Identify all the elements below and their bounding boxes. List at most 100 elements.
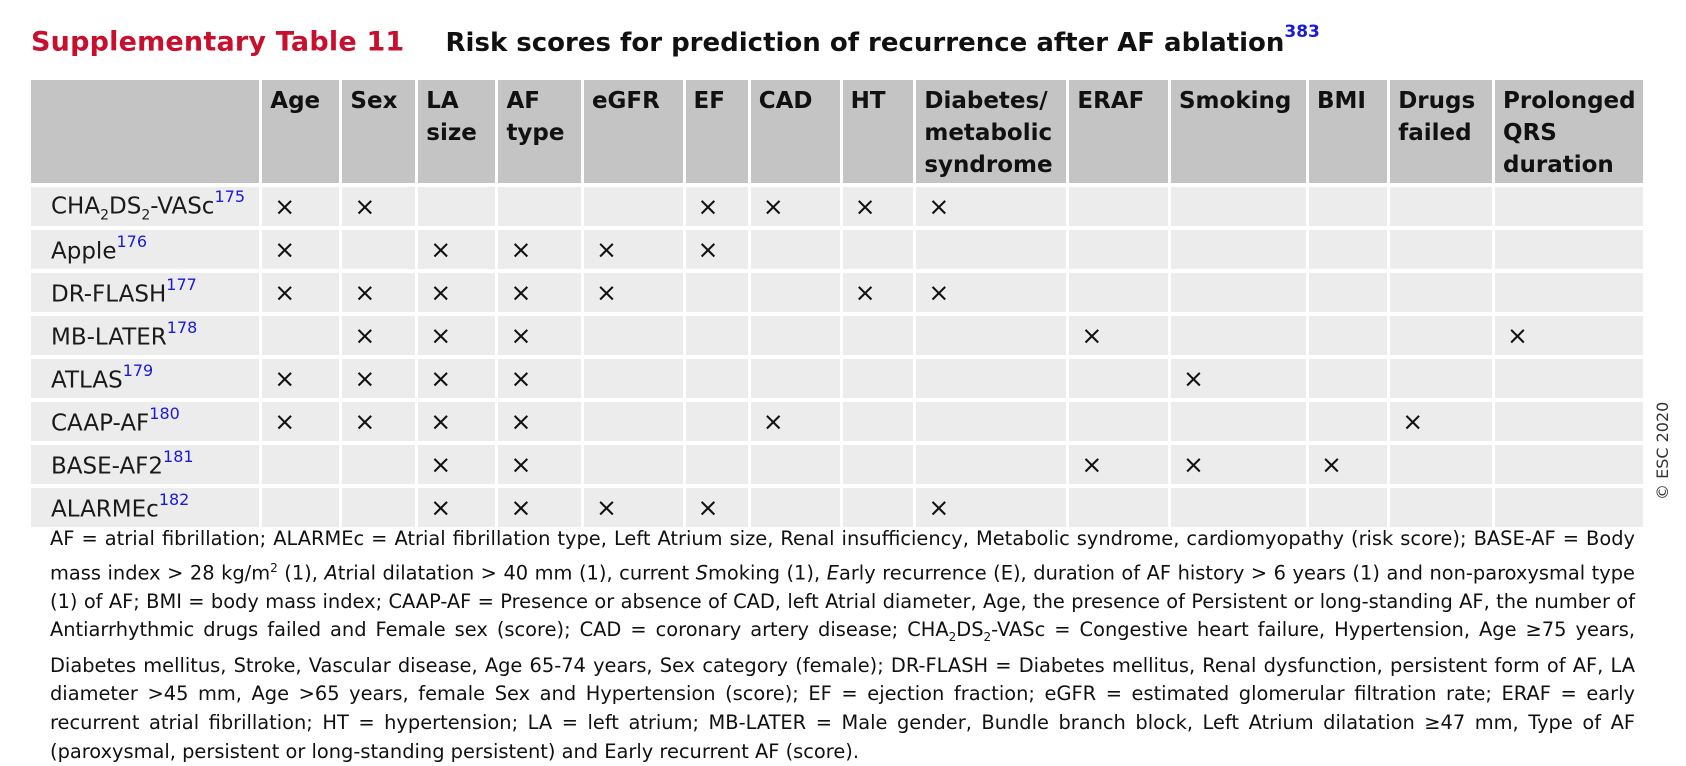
- table-cell: ×: [685, 488, 748, 527]
- table-cell: [685, 316, 748, 355]
- included-mark: ×: [510, 450, 532, 479]
- score-name-cell: Apple176: [31, 230, 260, 269]
- included-mark: ×: [510, 278, 532, 307]
- table-row: MB-LATER178 × × × × ×: [31, 316, 1643, 355]
- included-mark: ×: [928, 493, 950, 522]
- table-cell: [583, 359, 683, 398]
- table-cell: ×: [418, 359, 496, 398]
- table-cell: [685, 273, 748, 312]
- table-label: Supplementary Table 11: [31, 26, 405, 58]
- column-header-eraf: ERAF: [1069, 80, 1168, 183]
- table-cell: [583, 316, 683, 355]
- included-mark: ×: [854, 192, 876, 221]
- included-mark: ×: [430, 235, 452, 264]
- column-header-bmi: BMI: [1309, 80, 1388, 183]
- score-name-cell: ATLAS179: [31, 359, 260, 398]
- column-header-diabetes-metabolic-syndrome: Diabetes/ metabolic syndrome: [916, 80, 1067, 183]
- included-mark: ×: [430, 493, 452, 522]
- table-cell: [262, 445, 340, 484]
- table-cell: [685, 445, 748, 484]
- table-cell: [1069, 488, 1168, 527]
- table-cell: ×: [262, 402, 340, 441]
- table-cell: [1495, 187, 1643, 226]
- table-cell: ×: [498, 316, 581, 355]
- included-mark: ×: [274, 364, 296, 393]
- table-cell: [1309, 230, 1388, 269]
- table-cell: [1309, 187, 1388, 226]
- included-mark: ×: [697, 493, 719, 522]
- table-cell: [1495, 273, 1643, 312]
- table-header-row: Age Sex LA size AF type eGFR EF CAD HT Diabetes/…: [31, 80, 1643, 183]
- table-cell: ×: [418, 402, 496, 441]
- included-mark: ×: [1081, 450, 1103, 479]
- table-cell: ×: [418, 488, 496, 527]
- table-cell: [1170, 273, 1306, 312]
- included-mark: ×: [430, 450, 452, 479]
- table-cell: [1390, 187, 1493, 226]
- header-cell-empty: [31, 80, 260, 183]
- table-cell: [685, 402, 748, 441]
- table-cell: [1309, 488, 1388, 527]
- table-cell: ×: [750, 187, 840, 226]
- included-mark: ×: [354, 278, 376, 307]
- included-mark: ×: [1402, 407, 1424, 436]
- table-cell: [916, 359, 1067, 398]
- table-cell: [1390, 316, 1493, 355]
- table-cell: [1170, 230, 1306, 269]
- table-cell: [842, 488, 914, 527]
- included-mark: ×: [1321, 450, 1342, 479]
- table-cell: ×: [916, 273, 1067, 312]
- table-cell: [1390, 230, 1493, 269]
- included-mark: ×: [274, 192, 296, 221]
- table-cell: [1495, 488, 1643, 527]
- score-name-cell: CHA2DS2-VASc175: [31, 187, 260, 226]
- table-cell: [750, 359, 840, 398]
- table-row: BASE-AF2181 × × × × ×: [31, 445, 1643, 484]
- column-header-drugs-failed: Drugs failed: [1390, 80, 1493, 183]
- table-cell: [1069, 359, 1168, 398]
- included-mark: ×: [697, 192, 719, 221]
- included-mark: ×: [762, 407, 784, 436]
- included-mark: ×: [510, 235, 532, 264]
- table-cell: ×: [842, 273, 914, 312]
- table-cell: [418, 187, 496, 226]
- table-cell: ×: [842, 187, 914, 226]
- table-cell: ×: [498, 488, 581, 527]
- table-cell: ×: [1390, 402, 1493, 441]
- table-footnote: AF = atrial fibrillation; ALARMEc = Atri…: [50, 527, 1636, 763]
- table-title-reference[interactable]: 383: [1284, 22, 1320, 42]
- table-cell: [1069, 402, 1168, 441]
- included-mark: ×: [430, 278, 452, 307]
- included-mark: ×: [1507, 321, 1528, 350]
- table-cell: ×: [342, 402, 416, 441]
- included-mark: ×: [1182, 364, 1204, 393]
- table-cell: [1069, 187, 1168, 226]
- included-mark: ×: [354, 364, 376, 393]
- column-header-egfr: eGFR: [583, 80, 683, 183]
- table-cell: [342, 488, 416, 527]
- table-cell: ×: [916, 187, 1067, 226]
- column-header-af-type: AF type: [498, 80, 581, 183]
- table-cell: ×: [418, 316, 496, 355]
- included-mark: ×: [274, 407, 296, 436]
- table-cell: ×: [418, 273, 496, 312]
- table-cell: [842, 316, 914, 355]
- column-header-la-size: LA size: [418, 80, 496, 183]
- column-header-ef: EF: [685, 80, 748, 183]
- table-cell: [1069, 273, 1168, 312]
- table-cell: ×: [262, 273, 340, 312]
- table-cell: ×: [262, 230, 340, 269]
- table-row: DR-FLASH177 × × × × × × ×: [31, 273, 1643, 312]
- table-cell: [750, 488, 840, 527]
- included-mark: ×: [510, 493, 532, 522]
- table-cell: ×: [342, 187, 416, 226]
- table-cell: [1390, 273, 1493, 312]
- table-cell: ×: [498, 402, 581, 441]
- table-cell: ×: [583, 488, 683, 527]
- score-name-cell: DR-FLASH177: [31, 273, 260, 312]
- table-cell: [685, 359, 748, 398]
- table-cell: [842, 359, 914, 398]
- table-cell: [1170, 402, 1306, 441]
- table-cell: [842, 230, 914, 269]
- table-cell: ×: [1309, 445, 1388, 484]
